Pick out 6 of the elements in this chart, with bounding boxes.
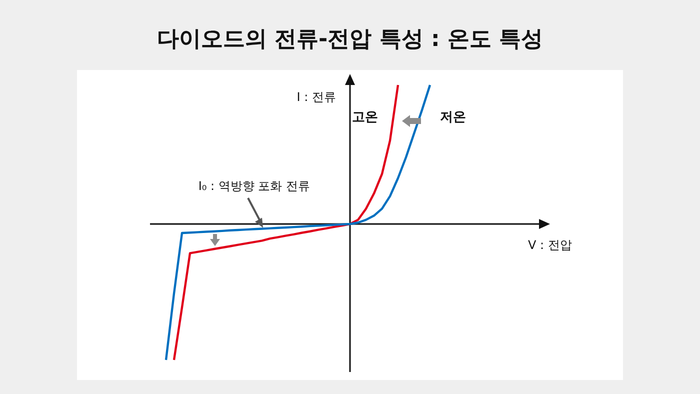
series-label: 저온 <box>440 110 466 125</box>
chart-title: 다이오드의 전류-전압 특성 : 온도 특성 <box>156 27 544 52</box>
y-axis-title: I : 전류 <box>296 90 336 104</box>
annotation: I₀ : 역방향 포화 전류 <box>198 179 310 193</box>
series-label: 고온 <box>352 110 378 125</box>
x-axis-title: V : 전압 <box>528 238 572 252</box>
